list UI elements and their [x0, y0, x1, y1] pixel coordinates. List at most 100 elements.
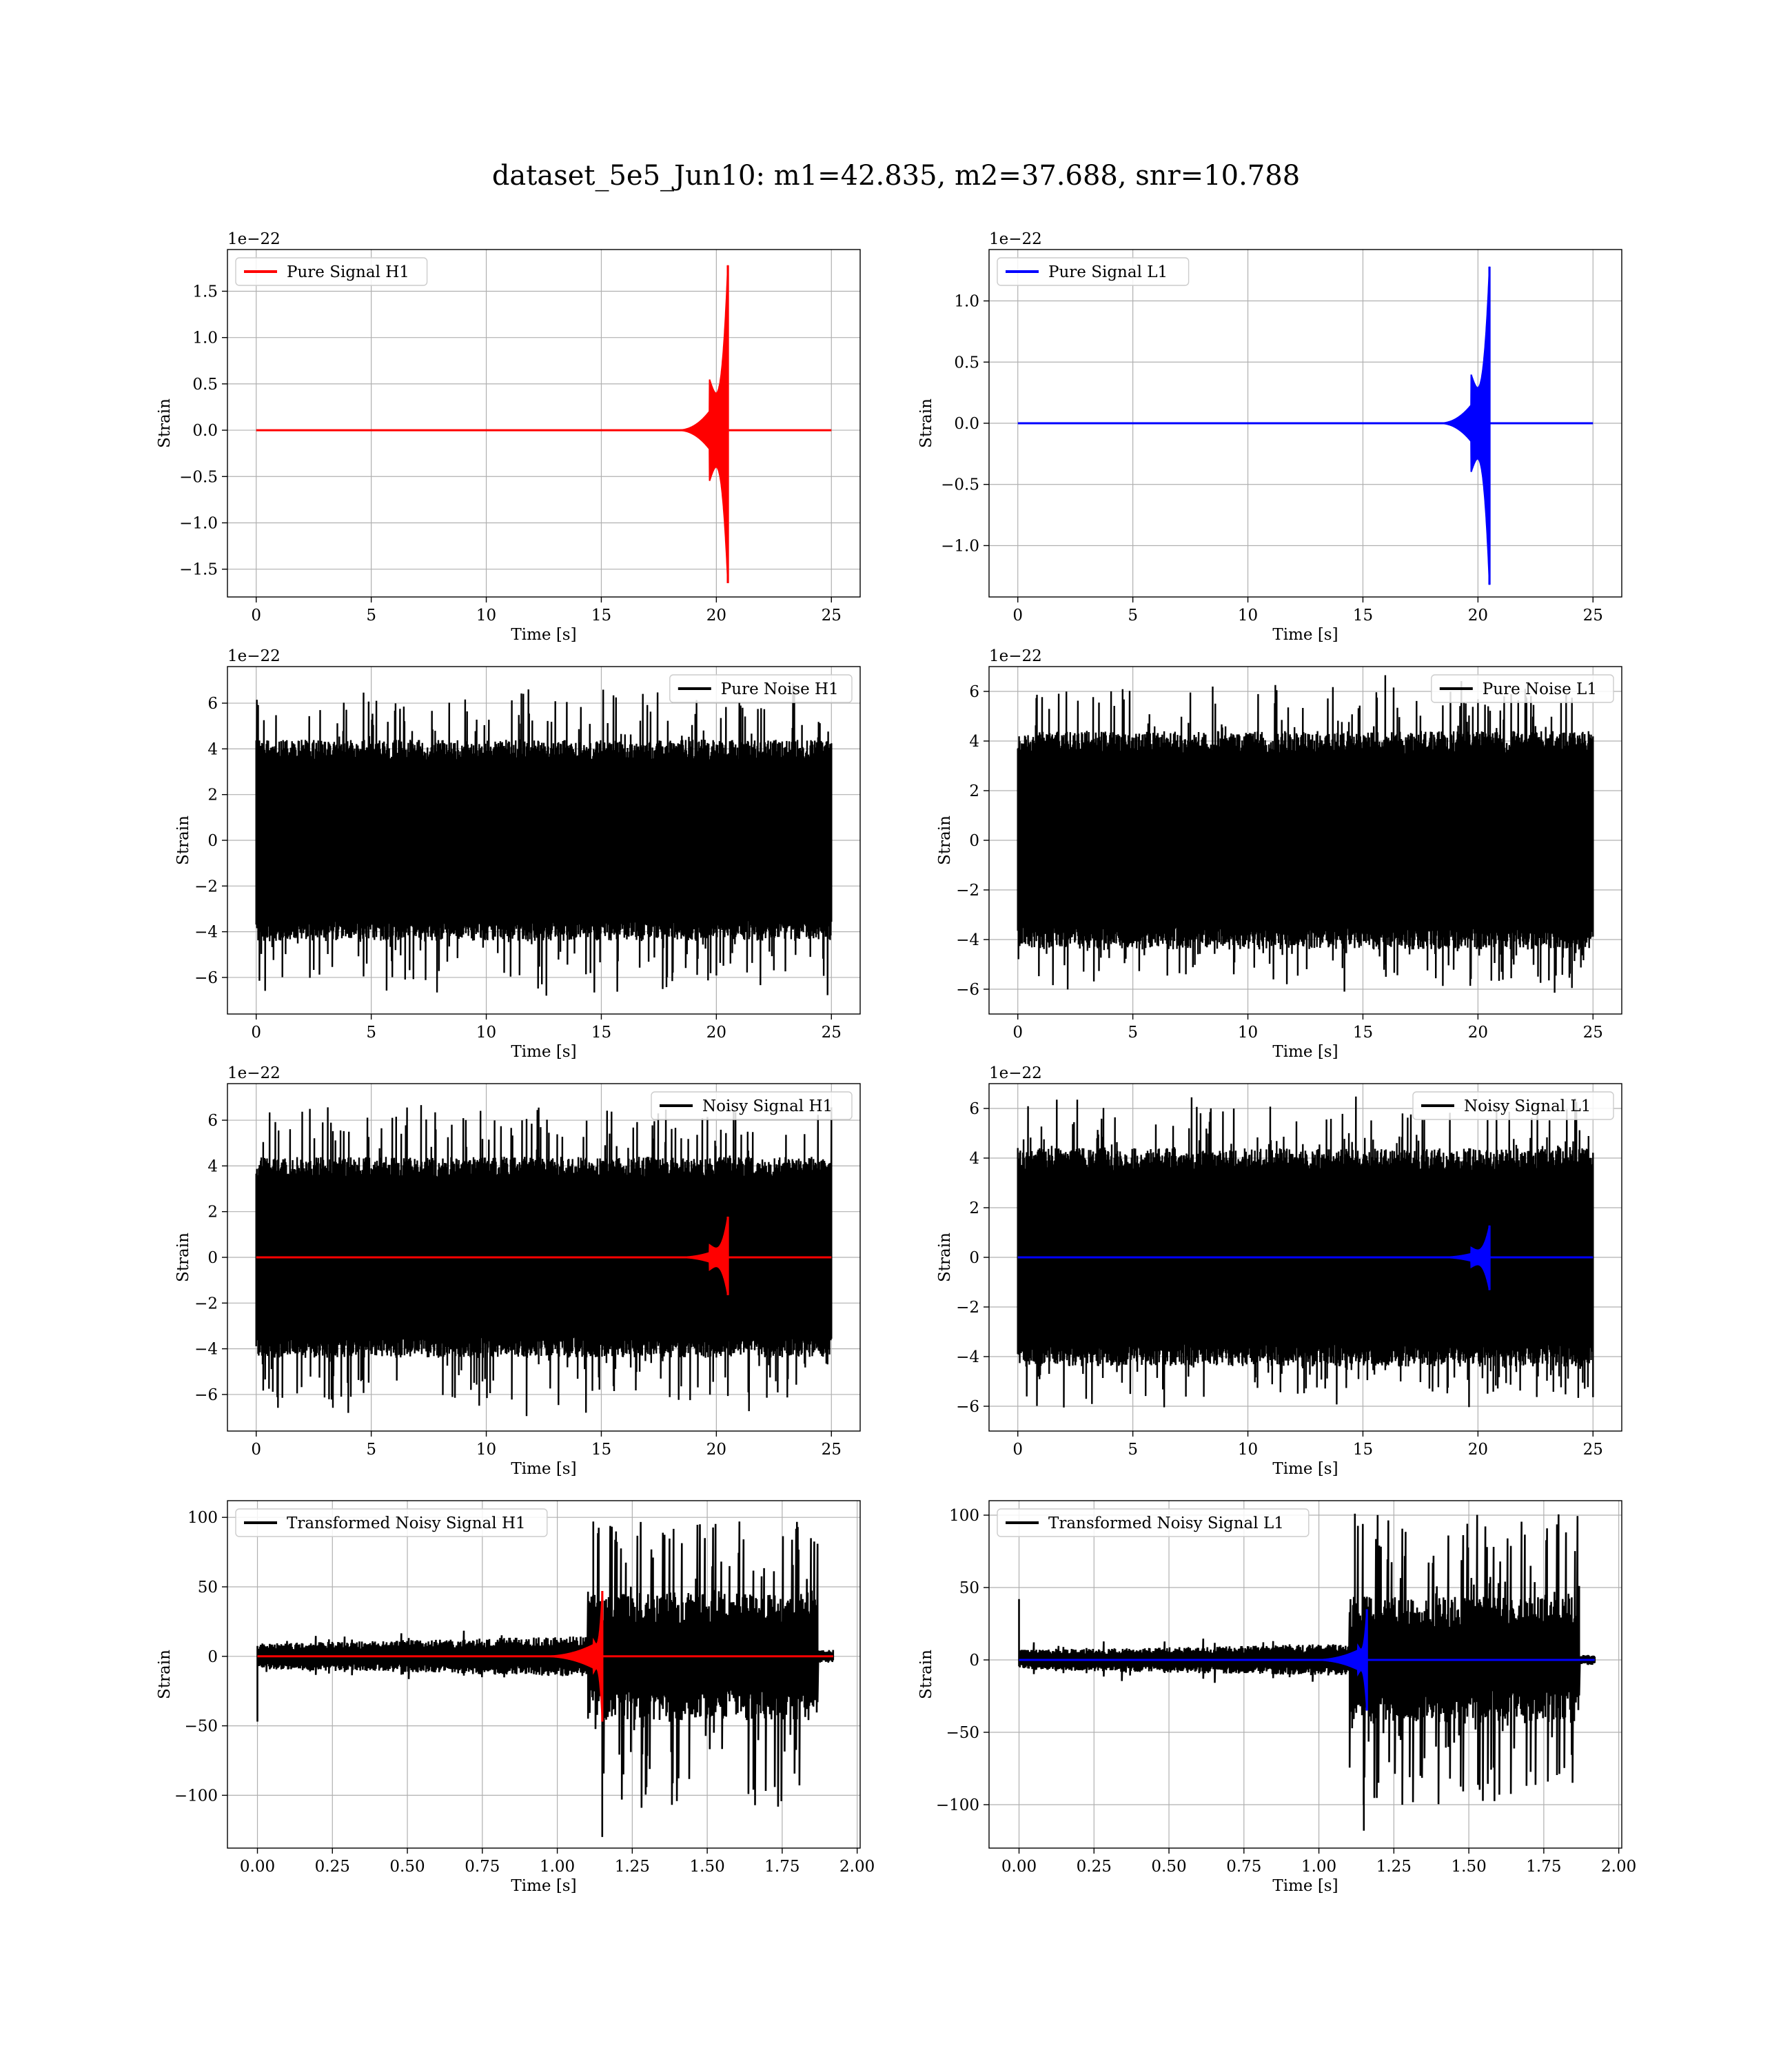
x-axis: 0.00 0.25 0.50 0.75 1.00 1.25 1.50 1.75 2.00 Time…	[1001, 1848, 1636, 1895]
x-tick-label: 15	[1353, 607, 1373, 625]
y-tick-label: −0.5	[179, 468, 218, 486]
legend-label: Transformed Noisy Signal L1	[1048, 1514, 1284, 1532]
x-tick-label: 0.50	[1151, 1858, 1186, 1876]
y-axis: −6 −4 −2 0 2 4 6 Strain	[174, 1112, 227, 1404]
x-tick-label: 5	[1128, 1024, 1138, 1042]
x-tick-label: 0.25	[1077, 1858, 1112, 1876]
subplot-pure-signal-h1: 0 5 10 15 20 25 Time [s] −1.5 −1.0 −0.5 0.0 0.5 1.0 1…	[156, 230, 861, 644]
legend: Pure Signal L1	[997, 257, 1190, 286]
y-tick-label: −50	[946, 1724, 979, 1742]
x-tick-label: 1.50	[690, 1858, 725, 1876]
y-tick-label: 50	[959, 1579, 979, 1597]
legend: Noisy Signal H1	[651, 1091, 853, 1120]
x-tick-label: 10	[476, 1024, 496, 1042]
x-tick-label: 0	[251, 1441, 261, 1459]
y-tick-label: −6	[194, 1386, 218, 1404]
x-axis-label: Time [s]	[1272, 1877, 1338, 1895]
x-axis-label: Time [s]	[511, 1877, 576, 1895]
y-tick-label: 6	[969, 683, 979, 701]
legend-box	[651, 1091, 853, 1120]
y-tick-label: −2	[194, 1295, 218, 1312]
x-tick-label: 0.00	[1001, 1858, 1037, 1876]
x-axis: 0 5 10 15 20 25 Time [s]	[1012, 1014, 1603, 1061]
series-noisy-signal-l1	[1017, 1096, 1594, 1408]
series-pure-noise-l1	[1017, 675, 1594, 993]
y-offset-text: 1e−22	[227, 1064, 281, 1082]
x-tick-label: 5	[1128, 607, 1138, 625]
x-tick-label: 20	[706, 1024, 726, 1042]
series-overlay-1	[1017, 1225, 1594, 1290]
legend-label: Pure Signal L1	[1048, 263, 1168, 281]
subplot-pure-noise-h1: 0 5 10 15 20 25 Time [s] −6 −4 −2 0 2 4 6 Strain 1e−22 P…	[174, 647, 861, 1061]
x-tick-label: 0	[1012, 1441, 1023, 1459]
x-tick-label: 10	[1238, 607, 1258, 625]
legend-box	[997, 257, 1190, 286]
y-axis-label: Strain	[156, 1650, 174, 1699]
y-tick-label: −6	[956, 1398, 979, 1416]
x-axis-label: Time [s]	[1272, 1460, 1338, 1478]
y-tick-label: 0.0	[192, 422, 218, 440]
x-tick-label: 0	[1012, 607, 1023, 625]
x-axis: 0 5 10 15 20 25 Time [s]	[251, 597, 842, 644]
x-tick-label: 0.25	[315, 1858, 350, 1876]
x-tick-label: 5	[1128, 1441, 1138, 1459]
y-axis: −100 −50 0 50 100 Strain	[917, 1507, 989, 1814]
y-axis: −100 −50 0 50 100 Strain	[156, 1509, 227, 1805]
y-axis-label: Strain	[174, 1233, 192, 1282]
y-tick-label: 6	[207, 695, 218, 713]
noise-core	[1017, 766, 1594, 915]
x-axis: 0.00 0.25 0.50 0.75 1.00 1.25 1.50 1.75 2.00 Time…	[240, 1848, 875, 1895]
x-tick-label: 15	[1353, 1441, 1373, 1459]
y-tick-label: −4	[194, 924, 218, 942]
y-tick-label: 0	[969, 832, 979, 850]
y-axis-label: Strain	[936, 815, 954, 865]
plot-area	[255, 683, 833, 996]
x-tick-label: 20	[706, 1441, 726, 1459]
y-tick-label: −1.0	[941, 537, 979, 555]
y-tick-label: 2	[969, 782, 979, 800]
y-tick-label: 4	[207, 740, 218, 758]
legend-box	[1431, 674, 1614, 703]
y-tick-label: 1.0	[954, 293, 979, 311]
y-tick-label: 0.5	[192, 376, 218, 394]
legend-box	[235, 257, 428, 286]
plot-area	[1017, 675, 1594, 993]
y-axis: −6 −4 −2 0 2 4 6 Strain	[936, 683, 989, 999]
x-tick-label: 15	[591, 1441, 611, 1459]
y-axis-label: Strain	[174, 815, 192, 865]
series-pure-noise-h1	[255, 683, 833, 996]
x-axis: 0 5 10 15 20 25 Time [s]	[1012, 1431, 1603, 1478]
x-axis-label: Time [s]	[511, 626, 576, 644]
subplot-transformed-noisy-signal-l1: 0.00 0.25 0.50 0.75 1.00 1.25 1.50 1.75 2.00 Time…	[917, 1500, 1636, 1895]
legend: Pure Noise L1	[1431, 674, 1614, 703]
y-tick-label: 0	[969, 1249, 979, 1267]
plot-area	[256, 265, 832, 583]
y-offset-text: 1e−22	[227, 647, 281, 665]
plot-area	[1017, 1096, 1594, 1408]
axes-frame	[227, 249, 861, 598]
x-tick-label: 5	[366, 607, 376, 625]
y-tick-label: 6	[969, 1100, 979, 1118]
x-axis-label: Time [s]	[1272, 1043, 1338, 1061]
legend-label: Noisy Signal H1	[702, 1097, 833, 1115]
y-axis-label: Strain	[156, 398, 174, 448]
legend-label: Noisy Signal L1	[1464, 1097, 1591, 1115]
subplot-transformed-noisy-signal-h1: 0.00 0.25 0.50 0.75 1.00 1.25 1.50 1.75 2.00 Time…	[156, 1500, 875, 1895]
y-tick-label: 6	[207, 1112, 218, 1130]
series-transformed-noisy-signal-l1	[1018, 1513, 1596, 1831]
y-axis-label: Strain	[917, 398, 935, 448]
y-tick-label: 2	[207, 1204, 218, 1221]
subplot-pure-signal-l1: 0 5 10 15 20 25 Time [s] −1.0 −0.5 0.0 0.5 1.0 Strai…	[917, 230, 1622, 644]
legend: Noisy Signal L1	[1412, 1091, 1614, 1120]
noise-core	[256, 771, 832, 909]
x-axis: 0 5 10 15 20 25 Time [s]	[251, 1014, 842, 1061]
y-tick-label: −2	[956, 1299, 979, 1317]
y-tick-label: 0	[207, 1249, 218, 1267]
y-tick-label: −6	[956, 981, 979, 999]
x-tick-label: 0	[251, 607, 261, 625]
y-axis: −1.0 −0.5 0.0 0.5 1.0 Strain	[917, 293, 989, 555]
y-tick-label: −4	[956, 931, 979, 949]
y-axis-label: Strain	[917, 1650, 935, 1699]
legend: Transformed Noisy Signal L1	[997, 1508, 1310, 1537]
